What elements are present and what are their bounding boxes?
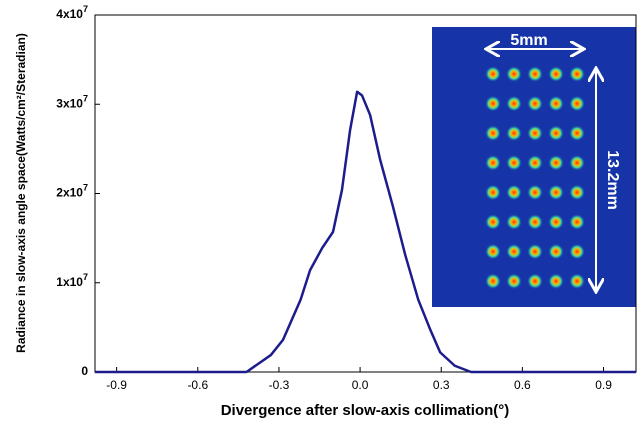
y-tick-label: 3x107	[56, 94, 88, 111]
annotation: 5mm	[510, 32, 547, 49]
emitter-spot	[506, 66, 522, 82]
emitter-spot	[548, 273, 564, 290]
x-tick-label: 0.9	[595, 378, 612, 392]
emitter-spot	[506, 184, 522, 201]
emitter-spot	[485, 95, 501, 112]
emitter-spot	[548, 154, 564, 171]
x-tick-label: 0.3	[433, 378, 450, 392]
emitter-spot	[485, 273, 501, 290]
x-axis-label: Divergence after slow-axis collimation(°…	[221, 402, 510, 419]
emitter-spot	[485, 154, 501, 171]
emitter-spot	[527, 184, 543, 201]
emitter-spot	[527, 95, 543, 112]
x-tick-label: -0.6	[187, 378, 208, 392]
emitter-spot	[506, 125, 522, 142]
emitter-spot	[506, 154, 522, 171]
emitter-spot	[527, 243, 543, 260]
emitter-spot	[548, 66, 564, 82]
emitter-spot	[485, 66, 501, 82]
emitter-spot	[548, 125, 564, 142]
emitter-spot	[506, 214, 522, 230]
emitter-spot	[569, 273, 585, 290]
annotation: 13.2mm	[604, 150, 621, 210]
emitter-spot	[485, 214, 501, 230]
emitter-spot	[569, 95, 585, 112]
emitter-spot	[527, 125, 543, 142]
emitter-spot	[569, 66, 585, 82]
emitter-spot	[485, 184, 501, 201]
y-tick-label: 0	[81, 364, 88, 378]
x-tick-label: -0.9	[106, 378, 127, 392]
x-tick-label: 0.6	[514, 378, 531, 392]
emitter-spot	[569, 243, 585, 260]
emitter-spot	[527, 273, 543, 290]
y-axis-label: Radiance in slow-axis angle space(Watts/…	[14, 33, 28, 353]
emitter-spot	[527, 66, 543, 82]
emitter-spot	[569, 214, 585, 230]
x-tick-label: 0.0	[352, 378, 369, 392]
y-tick-label: 2x107	[56, 183, 88, 200]
emitter-spot	[485, 243, 501, 260]
data-line	[95, 90, 636, 374]
emitter-spot	[527, 214, 543, 230]
emitter-spot	[506, 273, 522, 290]
y-tick-label: 1x107	[56, 272, 88, 289]
emitter-spot	[548, 243, 564, 260]
emitter-spot	[527, 154, 543, 171]
emitter-spot	[569, 125, 585, 142]
emitter-spot	[548, 184, 564, 201]
emitter-spot	[548, 95, 564, 112]
emitter-spot	[548, 214, 564, 230]
emitter-spot	[569, 154, 585, 171]
emitter-spot	[506, 95, 522, 112]
emitter-spot	[569, 184, 585, 201]
x-tick-label: -0.3	[269, 378, 290, 392]
y-tick-label: 4x107	[56, 4, 88, 21]
emitter-spot	[506, 243, 522, 260]
emitter-spot	[485, 125, 501, 142]
inset-image: 5mm 13.2mm	[432, 27, 636, 307]
